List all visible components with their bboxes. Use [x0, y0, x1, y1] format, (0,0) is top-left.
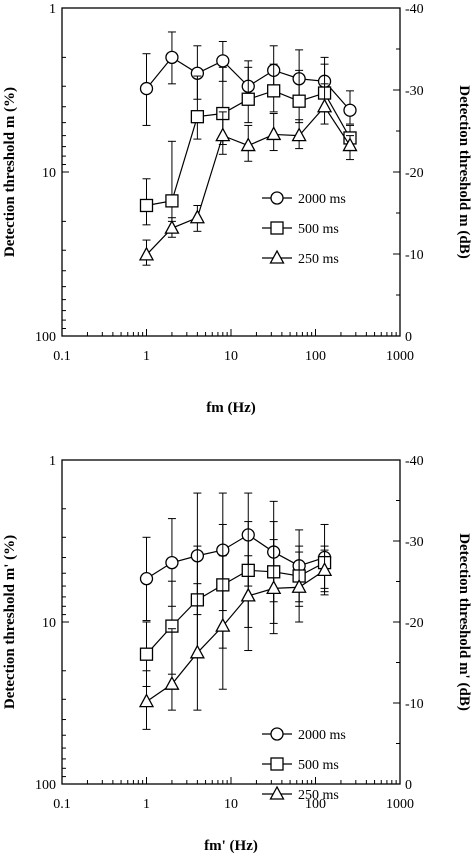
data-point-square	[139, 647, 154, 661]
data-point-triangle	[138, 693, 155, 708]
data-point-square	[190, 110, 205, 124]
legend-entry: 2000 ms	[262, 727, 346, 743]
y2-tick-label: -30	[405, 84, 424, 99]
data-point-triangle	[164, 675, 180, 690]
data-point-triangle	[138, 246, 155, 261]
y2-tick-label: -40	[405, 2, 424, 17]
data-point-square	[241, 92, 255, 106]
legend-label: 2000 ms	[298, 192, 346, 207]
legend-marker-triangle	[269, 785, 285, 800]
legend-label: 250 ms	[298, 252, 339, 267]
data-point-triangle	[164, 219, 180, 234]
y2-axis-title: Detection threshold m (dB)	[456, 85, 472, 258]
y-tick-label: 1	[49, 2, 56, 17]
series-square	[139, 63, 357, 226]
series-triangle	[138, 83, 358, 266]
legend-entry: 500 ms	[262, 221, 339, 237]
y-tick-label: 100	[35, 778, 56, 793]
bottom-panel: 0.1 1 10 100 1000 1 10 100 -40 -30 -20 -10 0 fm' (Hz)…	[2, 454, 472, 854]
y-axis-title: Detection threshold m' (%)	[2, 535, 18, 709]
y2-tick-label: -10	[405, 697, 424, 712]
y2-tick-label: -40	[405, 454, 424, 469]
legend-entry: 250 ms	[262, 249, 339, 267]
x-tick-label: 1	[143, 349, 150, 364]
y-axis-title: Detection threshold m (%)	[2, 87, 18, 257]
data-point-triangle	[189, 644, 205, 659]
y2-tick-label: 0	[405, 778, 412, 793]
x-tick-label: 1000	[386, 797, 414, 812]
x-tick-label: 100	[305, 797, 326, 812]
y2-tick-label: -10	[405, 248, 424, 263]
x-tick-label: 1	[143, 797, 150, 812]
y2-tick-label: 0	[405, 330, 412, 345]
data-point-circle	[139, 81, 154, 96]
y2-axis-title: Detection threshold m' (dB)	[456, 533, 472, 711]
legend-entry: 250 ms	[262, 785, 339, 803]
x-tick-label: 10	[224, 349, 238, 364]
data-point-square	[165, 194, 179, 208]
legend-entry: 500 ms	[262, 757, 339, 773]
data-point-triangle	[215, 617, 231, 632]
legend-label: 2000 ms	[298, 728, 346, 743]
legend-marker-triangle	[269, 249, 285, 264]
data-point-circle	[139, 571, 154, 586]
data-point-triangle	[291, 127, 307, 142]
x-axis-title: fm (Hz)	[206, 400, 256, 416]
y2-tick-label: -20	[405, 616, 424, 631]
data-point-triangle	[291, 578, 307, 593]
x-tick-label: 1000	[386, 349, 414, 364]
data-point-triangle	[266, 126, 282, 141]
x-axis-title: fm' (Hz)	[204, 838, 258, 854]
y-tick-label: 10	[42, 166, 56, 181]
legend-label: 250 ms	[298, 788, 339, 803]
x-tick-label: 0.1	[53, 797, 71, 812]
legend-marker-circle	[270, 191, 284, 205]
legend-marker-circle	[270, 727, 284, 741]
series-circle	[139, 492, 332, 622]
x-tick-label: 0.1	[53, 349, 71, 364]
legend-entry: 2000 ms	[262, 191, 346, 207]
x-tick-label: 100	[305, 349, 326, 364]
y2-tick-label: -30	[405, 535, 424, 550]
data-point-triangle	[240, 587, 256, 602]
data-point-triangle	[316, 98, 333, 113]
y-tick-label: 1	[49, 454, 56, 469]
legend-label: 500 ms	[298, 758, 339, 773]
legend-marker-square	[270, 757, 284, 771]
data-point-triangle	[240, 137, 256, 152]
data-point-circle	[165, 50, 179, 65]
legend-label: 500 ms	[298, 222, 339, 237]
data-point-triangle	[316, 561, 333, 577]
data-point-square	[139, 198, 154, 213]
data-point-triangle	[266, 580, 282, 595]
series-square	[139, 521, 332, 687]
y2-tick-label: -20	[405, 166, 424, 181]
y-tick-label: 10	[42, 616, 56, 631]
plot-frame	[61, 7, 401, 337]
data-point-triangle	[189, 209, 205, 224]
data-point-circle	[165, 555, 179, 570]
data-point-triangle	[342, 137, 358, 152]
plot-frame	[61, 459, 401, 785]
data-point-circle	[343, 103, 357, 117]
data-point-square	[292, 94, 306, 108]
x-tick-label: 10	[224, 797, 238, 812]
series-triangle	[138, 539, 333, 730]
data-point-circle	[216, 54, 230, 68]
data-point-square	[267, 84, 281, 98]
data-point-triangle	[215, 127, 231, 142]
top-panel: 0.1 1 10 100 1000 1 10 100 -40 -30 -20 -10 0 fm (Hz) D…	[2, 2, 472, 416]
legend-marker-square	[270, 221, 284, 235]
y-tick-label: 100	[35, 330, 56, 345]
